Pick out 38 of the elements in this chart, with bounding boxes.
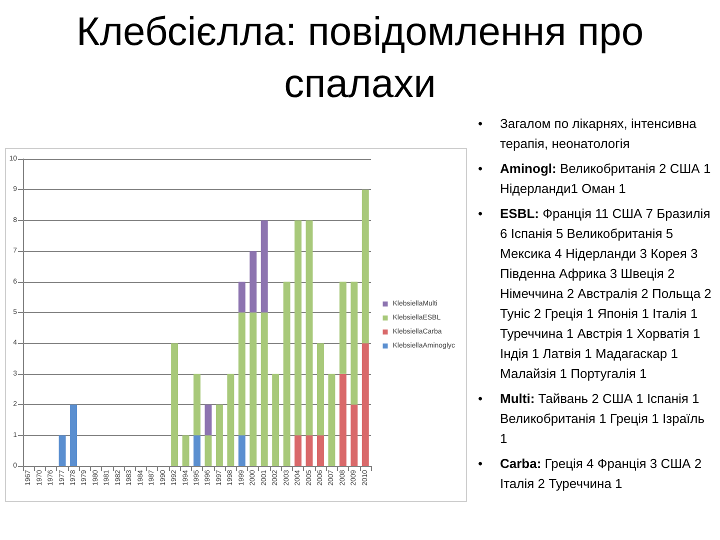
bar bbox=[362, 343, 369, 466]
bar bbox=[238, 282, 246, 312]
bar bbox=[339, 374, 346, 466]
bar bbox=[194, 435, 200, 466]
bar bbox=[216, 404, 223, 466]
chart-title: Клебсієлла: повідомлення про спалахи bbox=[76, 10, 644, 106]
bar bbox=[171, 343, 178, 466]
bar bbox=[250, 251, 257, 312]
bar bbox=[317, 343, 324, 436]
text: • Carba: Греція 4 Франція 3 США 2 Італія 2 Туреччина 1 bbox=[478, 456, 702, 491]
bar bbox=[250, 312, 257, 466]
text: • Загалом по лікарнях, інтенсивна терапія, неонатологія bbox=[478, 116, 696, 151]
bar bbox=[194, 374, 200, 436]
bar bbox=[283, 282, 290, 466]
bar bbox=[70, 404, 77, 466]
bar bbox=[350, 404, 358, 466]
text: • ESBL: Франція 11 США 7 Бразилія 6 Іспанія 5 Великобританія 5 Мексика 4 Нідерланди 3 Корея 3 Південна Африка 3 Швеція 2 Німеччина 2 Австралія 2 Польща 2 Туніс 2 Греція 1 Японія 1 Італія 1 Туреччина 1 Австрія 1 Хорватія 1 Індія 1 Латвія 1 Мадагаскар 1 Малайзія 1 Португалія 1 bbox=[478, 206, 712, 381]
bar bbox=[306, 220, 313, 436]
bar bbox=[306, 435, 313, 466]
text: • Aminogl: Великобританія 2 США 1 Нідерланди1 Оман 1 bbox=[478, 161, 711, 196]
bar bbox=[182, 435, 190, 466]
bar bbox=[294, 435, 302, 466]
bar bbox=[260, 312, 268, 466]
bar bbox=[339, 282, 346, 374]
bar bbox=[350, 282, 358, 405]
bar bbox=[238, 435, 246, 466]
bar bbox=[204, 435, 212, 466]
bar bbox=[317, 435, 324, 466]
bar bbox=[227, 374, 234, 466]
bar bbox=[362, 190, 369, 344]
bar bbox=[58, 435, 66, 466]
bar bbox=[204, 404, 212, 436]
bar bbox=[260, 220, 268, 312]
bar bbox=[272, 374, 280, 466]
bar bbox=[328, 374, 336, 466]
text: • Multi: Тайвань 2 США 1 Іспанія 1 Великобританія 1 Греція 1 Ізраїль 1 bbox=[478, 391, 705, 446]
bar bbox=[294, 220, 302, 436]
bar bbox=[238, 312, 246, 436]
